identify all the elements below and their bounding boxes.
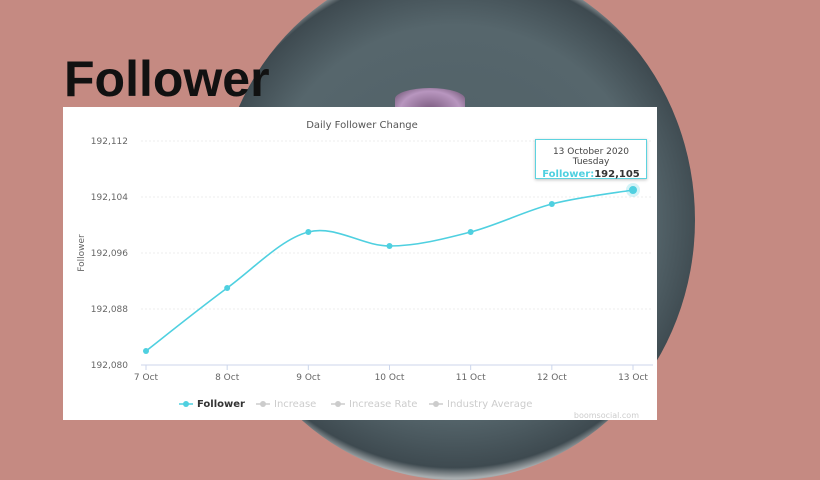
tooltip-date: 13 October 2020 Tuesday: [552, 147, 630, 167]
y-tick-label: 192,080: [91, 361, 128, 371]
x-tick-label: 11 Oct: [456, 373, 486, 383]
x-tick-label: 13 Oct: [618, 373, 648, 383]
legend-marker: [335, 401, 341, 407]
legend-marker: [260, 401, 266, 407]
data-point: [548, 201, 555, 207]
data-point: [467, 229, 474, 235]
tooltip-label: Follower:: [542, 169, 595, 180]
x-tick-label: 12 Oct: [537, 373, 567, 383]
y-axis-label: Follower: [77, 234, 87, 272]
page-title: Follower: [64, 51, 270, 107]
y-tick-label: 192,088: [91, 305, 128, 315]
data-point: [143, 348, 149, 354]
data-point: [224, 285, 231, 291]
data-point: [629, 186, 637, 194]
x-tick-label: 9 Oct: [296, 373, 321, 383]
chart-title: Daily Follower Change: [306, 120, 418, 131]
y-tick-label: 192,104: [91, 193, 128, 203]
legend-item: Industry Average: [447, 399, 532, 410]
x-tick-label: 10 Oct: [375, 373, 405, 383]
x-tick-label: 7 Oct: [134, 373, 159, 383]
data-point: [386, 243, 393, 249]
legend-item: Increase Rate: [349, 399, 417, 410]
y-tick-label: 192,112: [91, 137, 128, 147]
y-tick-label: 192,096: [91, 249, 128, 259]
legend-item: Increase: [274, 399, 316, 410]
x-tick-label: 8 Oct: [215, 373, 240, 383]
data-point: [305, 229, 312, 235]
legend-marker: [433, 401, 439, 407]
tooltip-value: 192,105: [594, 169, 640, 180]
legend-marker: [183, 401, 189, 407]
line-chart: Daily Follower Change Follower 192,080 19…: [77, 120, 653, 410]
series-line-follower: [145, 189, 634, 352]
watermark: boomsocial.com: [573, 411, 639, 420]
legend-item: Follower: [197, 399, 245, 410]
tooltip: 13 October 2020 Tuesday Follower:192,105: [535, 139, 647, 180]
background-flower: [395, 88, 465, 110]
